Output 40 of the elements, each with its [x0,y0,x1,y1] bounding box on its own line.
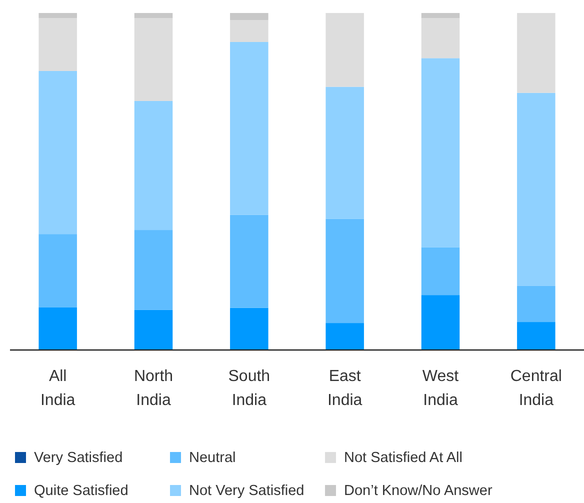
bar [134,18,173,101]
bar [421,18,460,58]
bar [38,307,77,350]
legend-label: Neutral [189,450,236,466]
x-tick-label: East India [327,368,362,409]
x-tick-label: North India [134,368,174,409]
bar [517,322,556,350]
bar [326,218,364,324]
bar [421,58,460,248]
bar [230,20,268,42]
bar [326,323,364,350]
bar [134,310,173,350]
bar [38,70,77,234]
legend-label: Quite Satisfied [34,483,128,499]
bar [134,13,173,18]
legend-label: Very Satisfied [34,450,123,466]
bar [230,308,268,350]
bar [38,234,77,308]
x-tick-label: All India [40,368,76,409]
bar [421,247,460,296]
bar [134,230,173,310]
bar [517,92,556,286]
bar [134,100,173,230]
bar [230,13,268,20]
legend-label: Not Very Satisfied [189,483,304,499]
bar [326,13,364,87]
bar [517,13,556,93]
bar [421,295,460,350]
bar [230,214,268,308]
bar [326,86,364,219]
bar [517,286,556,322]
legend-label: Not Satisfied At All [344,450,462,466]
x-tick-label: Central India [510,368,562,409]
bar [38,13,77,18]
x-tick-label: West India [422,368,460,409]
bar [38,18,77,71]
bar [230,42,268,215]
x-tick-label: South India [228,368,270,409]
bar [421,13,460,18]
legend-label: Don’t Know/No Answer [344,483,492,499]
